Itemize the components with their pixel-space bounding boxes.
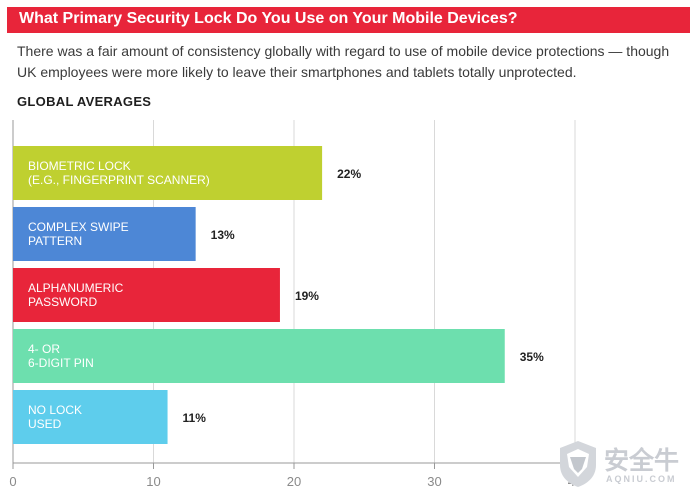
- bar-category-label-line: (E.G., FINGERPRINT SCANNER): [28, 173, 210, 187]
- bar-category-label: COMPLEX SWIPE PATTERN: [28, 220, 129, 248]
- bar-category-label-line: PASSWORD: [28, 295, 97, 309]
- bar-category-label: 4- OR 6-DIGIT PIN: [28, 342, 94, 370]
- bar-category-label-line: NO LOCK: [28, 403, 82, 417]
- bar-value-label: 13%: [211, 228, 235, 242]
- watermark-cn-text: 安全牛: [604, 446, 680, 475]
- bar-category-label-line: USED: [28, 417, 62, 431]
- bar: [13, 207, 196, 261]
- bar-value-label: 22%: [337, 167, 361, 181]
- bar-category-label-line: COMPLEX SWIPE: [28, 220, 129, 234]
- bar: [13, 390, 168, 444]
- bar-category-label-line: 4- OR: [28, 342, 60, 356]
- bar-category-label: BIOMETRIC LOCK (E.G., FINGERPRINT SCANNER…: [28, 159, 210, 187]
- bar-category-label: NO LOCK USED: [28, 403, 82, 431]
- bar-value-label: 11%: [183, 411, 207, 425]
- x-tick-label: 10: [146, 474, 160, 489]
- bar-value-label: 35%: [520, 350, 544, 364]
- bar-value-label: 19%: [295, 289, 319, 303]
- section-label: GLOBAL AVERAGES: [17, 94, 152, 109]
- bar-category-label-line: ALPHANUMERIC: [28, 281, 124, 295]
- bar: [13, 146, 323, 200]
- watermark-en-text: AQNIU.COM: [606, 474, 677, 484]
- bar-category-label-line: BIOMETRIC LOCK: [28, 159, 131, 173]
- title-bar: What Primary Security Lock Do You Use on…: [7, 7, 690, 33]
- bar: [13, 268, 280, 322]
- bar-category-label: ALPHANUMERIC PASSWORD: [28, 281, 124, 309]
- page-title: What Primary Security Lock Do You Use on…: [19, 10, 518, 27]
- watermark: 安全牛 AQNIU.COM: [556, 437, 686, 492]
- x-tick-label: 30: [427, 474, 441, 489]
- bar-category-label-line: 6-DIGIT PIN: [28, 356, 94, 370]
- x-tick-label: 0: [9, 474, 16, 489]
- subtitle: There was a fair amount of consistency g…: [17, 43, 670, 80]
- x-tick-label: 20: [287, 474, 301, 489]
- shield-logo-icon: [560, 441, 596, 487]
- bar-category-label-line: PATTERN: [28, 234, 82, 248]
- bar: [13, 329, 505, 383]
